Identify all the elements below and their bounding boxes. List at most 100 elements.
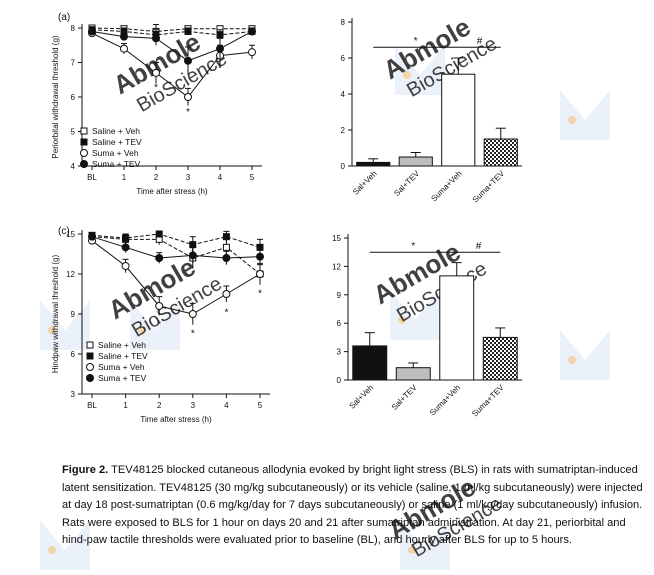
marker-filled-square	[189, 241, 197, 249]
bar-suma-veh	[441, 73, 476, 167]
marker-open-circle	[121, 262, 130, 270]
watermark-logo-mark	[40, 300, 90, 350]
watermark-logo-mark	[390, 290, 440, 340]
watermark-logo-dot	[48, 326, 56, 334]
significance-symbol: #	[476, 241, 482, 252]
watermark-logo-mark	[400, 520, 450, 570]
series-line	[91, 233, 261, 248]
marker-filled-square	[184, 27, 192, 35]
y-tick-label: 3	[71, 390, 76, 399]
legend-label: Suma + Veh	[92, 148, 139, 158]
series-line	[91, 29, 253, 36]
y-tick-label: 3	[337, 348, 342, 357]
watermark-logo-dot	[403, 71, 411, 79]
significance-star: *	[157, 319, 161, 330]
y-tick-label: 15	[66, 230, 75, 239]
marker-filled-circle	[188, 251, 197, 260]
bar-suma-veh	[439, 275, 475, 381]
bar-suma-tev	[482, 336, 518, 381]
marker-filled-square	[80, 138, 88, 146]
y-tick-label: 6	[71, 93, 76, 102]
bar-sal-tev	[398, 156, 433, 167]
x-tick-label: BL	[87, 401, 97, 410]
x-category-label: Sal+TEV	[392, 169, 421, 198]
y-tick-label: 12	[332, 262, 341, 271]
series-open-circle	[88, 236, 264, 325]
marker-filled-square	[122, 234, 130, 242]
marker-open-circle	[256, 270, 264, 278]
marker-filled-square	[256, 243, 264, 251]
watermark-logo-mark	[560, 330, 610, 380]
marker-filled-circle	[88, 232, 96, 241]
marker-filled-circle	[88, 27, 96, 36]
marker-open-circle	[86, 363, 94, 371]
marker-filled-square	[155, 230, 163, 238]
marker-open-square	[80, 127, 88, 135]
marker-filled-circle	[216, 44, 224, 53]
series-open-square	[88, 233, 264, 285]
legend-label: Suma + TEV	[98, 373, 147, 383]
y-tick-label: 8	[71, 24, 76, 33]
x-tick-label: 4	[224, 401, 229, 410]
panel-label: (a)	[58, 12, 70, 23]
y-tick-label: 2	[341, 126, 346, 135]
watermark-logo-dot	[48, 546, 56, 554]
watermark-logo-dot	[398, 316, 406, 324]
series-line	[91, 30, 253, 62]
x-category-label: Suma+Veh	[428, 383, 462, 417]
x-tick-label: 2	[154, 173, 159, 182]
legend-label: Suma + Veh	[98, 362, 145, 372]
watermark-logo-mark	[395, 45, 445, 95]
series-filled-circle	[88, 27, 256, 75]
x-category-label: Sal+TEV	[390, 383, 419, 412]
x-axis-title: Time after stress (h)	[140, 415, 212, 424]
y-tick-label: 0	[337, 376, 342, 385]
x-category-label: Suma+TEV	[470, 383, 506, 419]
watermark-logo-mark	[560, 90, 610, 140]
legend-label: Saline + Veh	[92, 126, 140, 136]
y-axis-title: Periorbital withdrawal threshold (g)	[51, 35, 60, 159]
x-tick-label: 1	[122, 173, 127, 182]
watermark-logo-mark	[40, 520, 90, 570]
y-tick-label: 4	[341, 90, 346, 99]
caption-lead: Figure 2.	[62, 464, 109, 476]
panel-d-bar-chart: (d)03691215AOC of hindpaw thresholdSal+V…	[332, 234, 522, 419]
marker-open-circle	[120, 44, 128, 53]
bar-sal-veh	[356, 161, 391, 167]
series-line	[91, 240, 261, 315]
y-tick-label: 8	[341, 18, 346, 27]
marker-open-square	[222, 243, 230, 251]
legend-label: Suma + TEV	[92, 159, 141, 169]
marker-filled-circle	[184, 56, 192, 65]
x-tick-label: 5	[250, 173, 255, 182]
watermark-logo-mark	[130, 300, 180, 350]
series-line	[91, 236, 261, 275]
x-tick-label: 1	[123, 401, 128, 410]
y-tick-label: 5	[71, 128, 76, 137]
marker-filled-circle	[256, 252, 264, 261]
y-tick-label: 6	[337, 319, 342, 328]
watermark-logo-dot	[568, 116, 576, 124]
watermark-logo-dot	[138, 326, 146, 334]
watermark-logo-dot	[408, 546, 416, 554]
marker-open-circle	[152, 68, 160, 77]
x-tick-label: BL	[87, 173, 97, 182]
marker-open-circle	[248, 48, 256, 57]
significance-star: *	[218, 64, 222, 75]
y-tick-label: 9	[71, 310, 76, 319]
caption-body: TEV48125 blocked cutaneous allodynia evo…	[62, 464, 643, 547]
series-line	[91, 27, 252, 32]
marker-filled-circle	[155, 254, 164, 262]
marker-filled-circle	[120, 32, 128, 41]
figure-caption: Figure 2. TEV48125 blocked cutaneous all…	[62, 462, 650, 550]
marker-open-square	[86, 341, 94, 349]
y-tick-label: 15	[332, 234, 341, 243]
marker-open-circle	[188, 310, 197, 318]
series-open-square	[88, 24, 256, 39]
y-tick-label: 6	[71, 350, 76, 359]
marker-open-circle	[155, 302, 164, 310]
marker-filled-circle	[121, 243, 130, 252]
marker-filled-square	[216, 31, 224, 39]
x-category-label: Suma+TEV	[471, 169, 507, 205]
